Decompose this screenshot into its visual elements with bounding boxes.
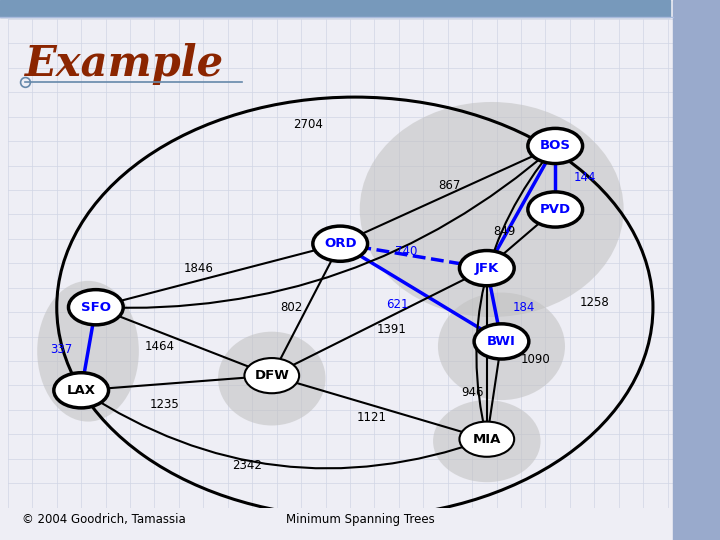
Ellipse shape [54,373,109,408]
Text: 1090: 1090 [521,353,551,366]
Ellipse shape [360,102,624,317]
Text: 15: 15 [676,514,691,526]
Text: 2342: 2342 [233,459,262,472]
Text: ORD: ORD [324,237,356,250]
Text: DFW: DFW [254,369,289,382]
Text: 1121: 1121 [356,411,387,424]
Text: 621: 621 [386,298,408,311]
Ellipse shape [459,251,514,286]
FancyArrowPatch shape [84,392,484,468]
Text: 187: 187 [529,200,552,213]
Text: 144: 144 [573,171,596,184]
Text: LAX: LAX [67,384,96,397]
Text: JFK: JFK [474,262,499,275]
Ellipse shape [433,400,541,482]
Text: 867: 867 [438,179,461,192]
Ellipse shape [218,332,325,426]
Text: Example: Example [25,43,225,85]
Ellipse shape [474,324,528,359]
Text: SFO: SFO [81,301,111,314]
Text: 740: 740 [395,245,418,258]
Text: Minimum Spanning Trees: Minimum Spanning Trees [286,514,434,526]
Text: 946: 946 [461,386,483,399]
Text: 1258: 1258 [580,296,609,309]
Text: 2704: 2704 [293,118,323,131]
Text: 184: 184 [513,301,535,314]
Text: PVD: PVD [540,203,571,216]
Text: 1391: 1391 [377,323,407,336]
Text: MIA: MIA [472,433,501,446]
Text: 337: 337 [50,343,73,356]
Ellipse shape [528,192,582,227]
Ellipse shape [528,129,582,164]
FancyArrowPatch shape [477,148,554,436]
Ellipse shape [244,358,299,393]
FancyArrowPatch shape [99,148,553,308]
Text: BWI: BWI [487,335,516,348]
Text: © 2004 Goodrich, Tamassia: © 2004 Goodrich, Tamassia [22,514,185,526]
Text: BOS: BOS [540,139,571,152]
Ellipse shape [68,289,123,325]
Text: 1846: 1846 [184,262,213,275]
Text: 1235: 1235 [149,399,179,411]
Ellipse shape [438,293,565,400]
Ellipse shape [37,281,139,422]
Text: 802: 802 [280,301,302,314]
Text: 849: 849 [493,226,516,239]
Ellipse shape [459,422,514,457]
Text: 1464: 1464 [145,340,174,353]
Ellipse shape [312,226,368,261]
